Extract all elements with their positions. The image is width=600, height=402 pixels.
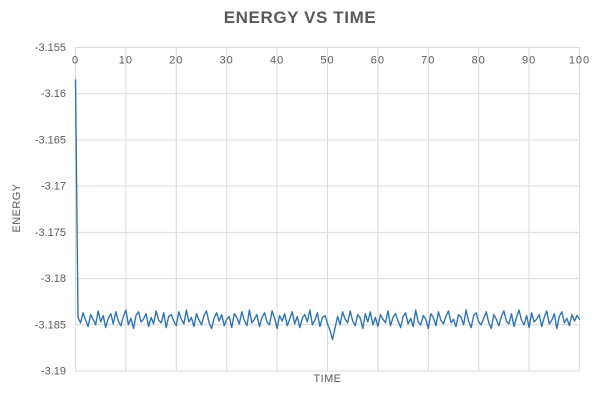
y-tick-label: -3.16 (41, 88, 66, 100)
y-tick-label: -3.155 (35, 42, 66, 54)
x-tick-label: 90 (522, 55, 536, 67)
chart-title: ENERGY VS TIME (223, 8, 377, 27)
x-tick-label: 30 (220, 55, 234, 67)
y-tick-label: -3.175 (35, 227, 66, 239)
x-tick-label: 50 (320, 55, 334, 67)
y-tick-label: -3.19 (41, 366, 66, 378)
y-axis-title: ENERGY (11, 183, 23, 233)
y-tick-label: -3.17 (41, 181, 66, 193)
x-tick-label: 10 (119, 55, 133, 67)
x-tick-label: 80 (472, 55, 486, 67)
x-tick-label: 100 (569, 55, 590, 67)
x-tick-label: 60 (371, 55, 385, 67)
x-tick-label: 0 (72, 55, 79, 67)
y-tick-label: -3.185 (35, 319, 66, 331)
x-tick-label: 40 (270, 55, 284, 67)
energy-series-line (74, 79, 581, 341)
y-tick-label: -3.165 (35, 134, 66, 146)
y-tick-label: -3.18 (41, 273, 66, 285)
x-axis-title: TIME (313, 373, 342, 385)
x-tick-label: 70 (421, 55, 435, 67)
x-tick-label: 20 (169, 55, 183, 67)
